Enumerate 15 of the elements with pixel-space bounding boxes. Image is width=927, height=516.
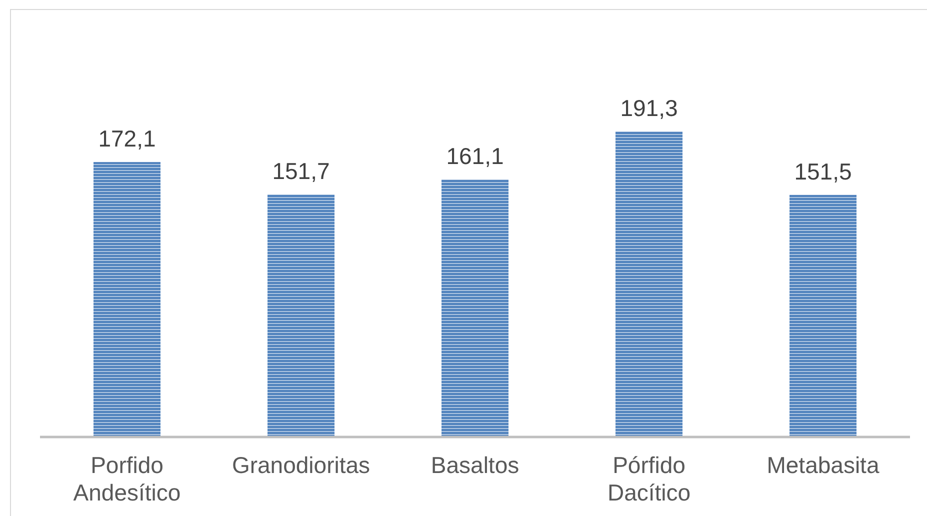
bar <box>790 194 856 436</box>
x-tick-label: Metabasita <box>766 452 880 478</box>
bar <box>616 132 682 436</box>
data-label: 161,1 <box>446 143 504 170</box>
data-label: 172,1 <box>98 126 156 152</box>
bar <box>268 194 334 436</box>
data-label: 191,3 <box>620 95 678 121</box>
data-label: 151,5 <box>794 158 852 184</box>
bar <box>94 162 160 436</box>
x-tick-label: Basaltos <box>430 452 520 478</box>
data-label: 151,7 <box>272 158 330 184</box>
x-tick-label: Pórfido Dacítico <box>607 452 691 506</box>
x-tick-label: Granodioritas <box>232 452 370 478</box>
bar <box>442 180 508 436</box>
x-tick-label: Porfido Andesítico <box>73 452 181 506</box>
